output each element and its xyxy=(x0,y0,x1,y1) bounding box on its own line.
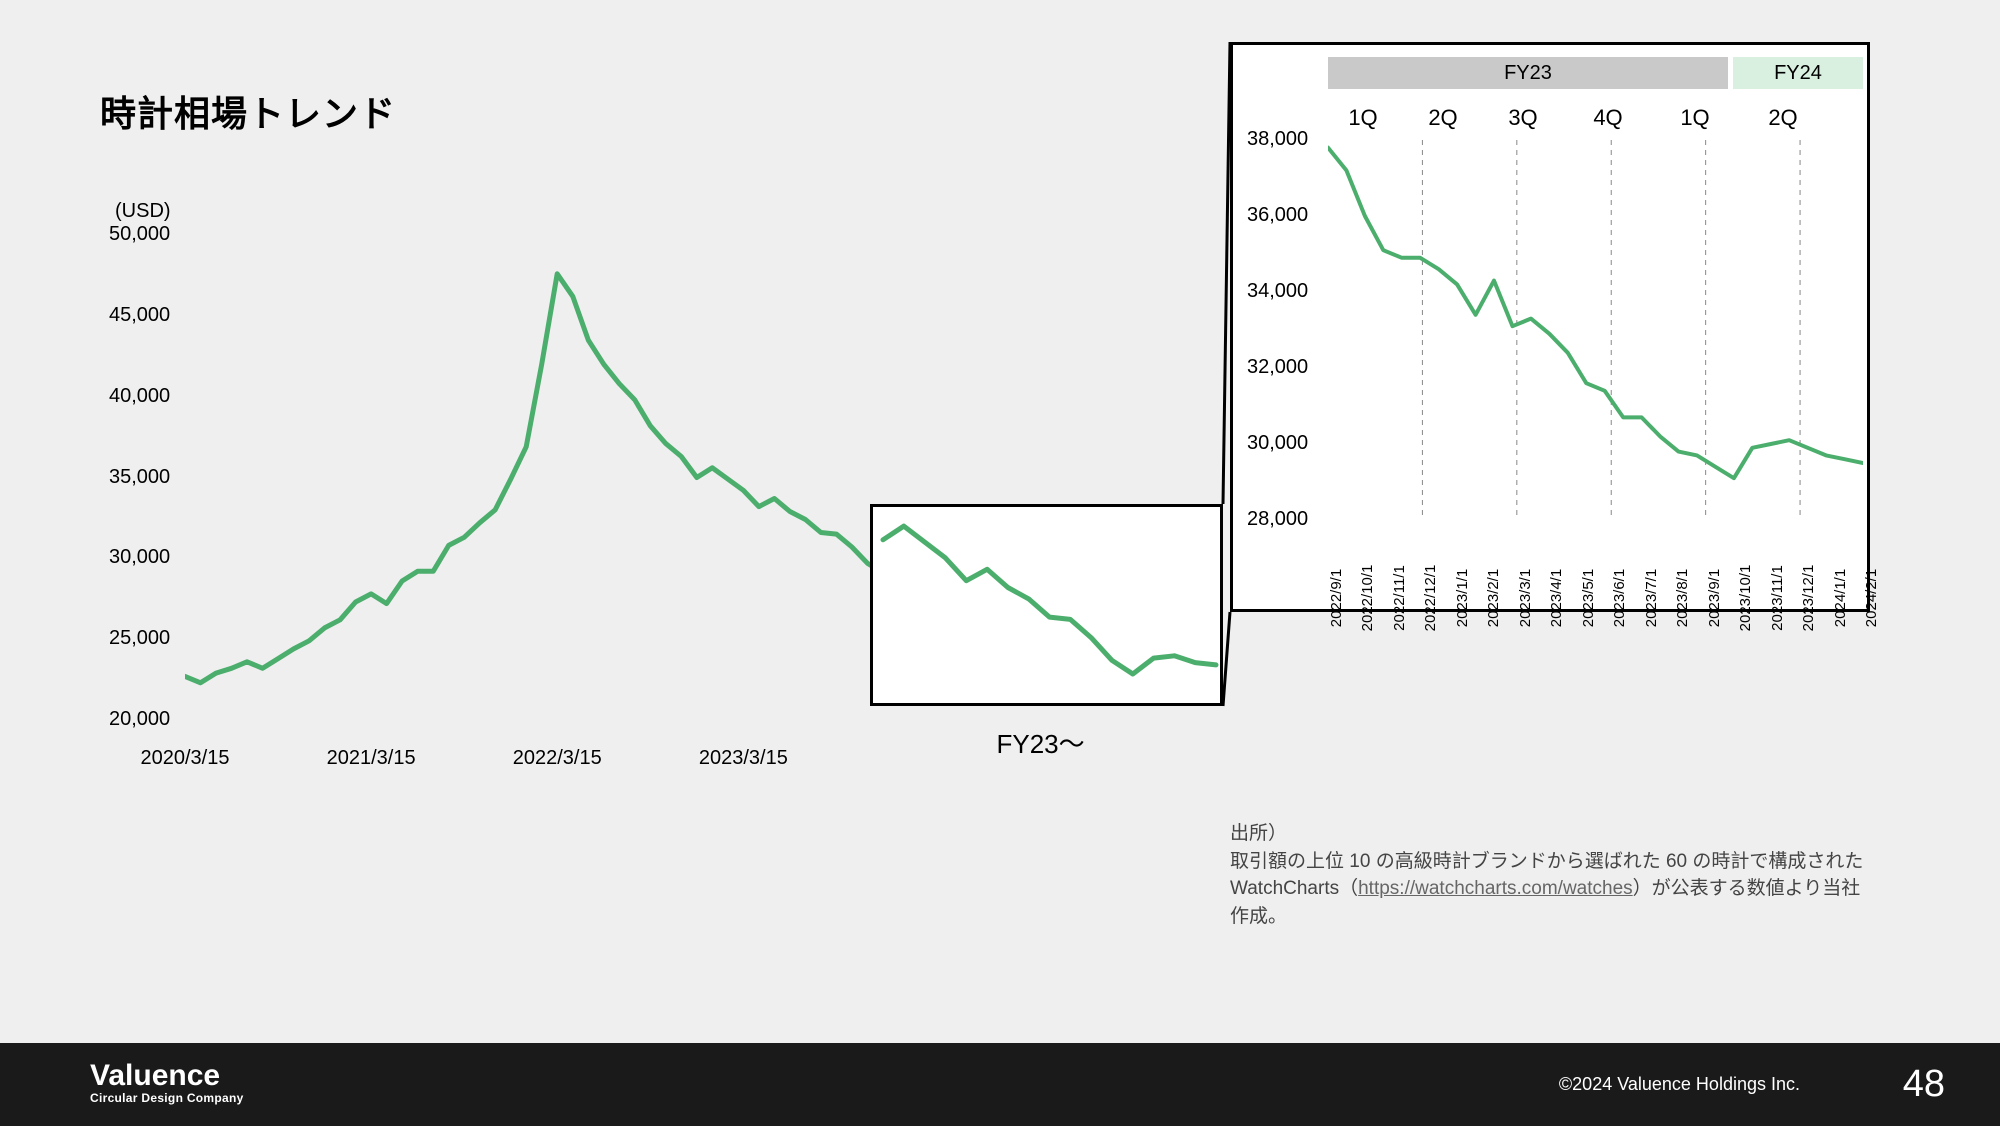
detail-xtick: 2023/7/1 xyxy=(1643,569,1660,627)
detail-quarter-label: 1Q xyxy=(1348,105,1377,131)
detail-xtick: 2024/1/1 xyxy=(1832,569,1849,627)
detail-xtick: 2023/3/1 xyxy=(1517,569,1534,627)
detail-quarter-label: 2Q xyxy=(1428,105,1457,131)
main-chart-ytick: 40,000 xyxy=(109,385,170,408)
page-title: 時計相場トレンド xyxy=(100,85,396,137)
detail-xtick: 2023/5/1 xyxy=(1580,569,1597,627)
detail-ytick: 28,000 xyxy=(1247,508,1308,531)
source-link[interactable]: https://watchcharts.com/watches xyxy=(1358,878,1633,899)
inset-label: FY23～ xyxy=(997,724,1085,761)
detail-ytick: 38,000 xyxy=(1247,128,1308,151)
main-chart-y-axis-label: (USD) xyxy=(115,200,171,223)
footer-tagline: Circular Design Company xyxy=(90,1091,244,1105)
detail-xtick: 2022/12/1 xyxy=(1422,565,1439,632)
detail-xtick: 2022/10/1 xyxy=(1359,565,1376,632)
inset-plot xyxy=(873,507,1226,709)
main-chart: (USD) 50,000 45,000 40,000 35,000 30,000 25,0… xyxy=(105,180,945,740)
detail-fy-bar: FY24 xyxy=(1733,57,1863,89)
footer-copyright: ©2024 Valuence Holdings Inc. xyxy=(1559,1074,1800,1095)
main-chart-ytick: 45,000 xyxy=(109,304,170,327)
detail-xtick: 2023/11/1 xyxy=(1769,565,1786,631)
detail-quarter-label: 2Q xyxy=(1768,105,1797,131)
main-chart-xtick: 2021/3/15 xyxy=(327,747,416,770)
main-chart-ytick: 35,000 xyxy=(109,466,170,489)
main-chart-inset-box xyxy=(870,504,1223,706)
main-chart-xtick: 2020/3/15 xyxy=(141,747,230,770)
detail-ytick: 30,000 xyxy=(1247,432,1308,455)
footer-brand: Valuence xyxy=(90,1061,244,1091)
footer-bar: Valuence Circular Design Company ©2024 V… xyxy=(0,1043,2000,1126)
detail-xtick: 2023/8/1 xyxy=(1674,569,1691,627)
detail-chart-panel: FY23FY24 1Q 2Q 3Q 4Q 1Q 2Q 38,000 36,000 34,000… xyxy=(1230,42,1870,612)
detail-xtick: 2023/4/1 xyxy=(1548,569,1565,627)
source-note: 出所） 取引額の上位 10 の高級時計ブランドから選ばれた 60 の時計で構成さ… xyxy=(1230,820,1870,930)
detail-quarter-label: 4Q xyxy=(1593,105,1622,131)
footer-logo: Valuence Circular Design Company xyxy=(90,1061,244,1105)
detail-xtick: 2023/9/1 xyxy=(1706,569,1723,627)
detail-xtick: 2023/12/1 xyxy=(1800,565,1817,632)
slide: 時計相場トレンド (USD) 50,000 45,000 40,000 35,000 3… xyxy=(0,0,2000,1126)
main-chart-xtick: 2023/3/15 xyxy=(699,747,788,770)
main-chart-plot xyxy=(185,235,945,720)
detail-fy-bar: FY23 xyxy=(1328,57,1728,89)
detail-xtick: 2023/2/1 xyxy=(1485,569,1502,627)
detail-xtick: 2022/11/1 xyxy=(1391,565,1408,631)
footer-page-number: 48 xyxy=(1903,1063,1945,1106)
detail-xtick: 2022/9/1 xyxy=(1328,569,1345,627)
detail-xtick: 2023/6/1 xyxy=(1611,569,1628,627)
main-chart-ytick: 25,000 xyxy=(109,627,170,650)
detail-chart-plot xyxy=(1328,140,1863,520)
detail-ytick: 36,000 xyxy=(1247,204,1308,227)
detail-xtick: 2023/1/1 xyxy=(1454,569,1471,627)
detail-ytick: 32,000 xyxy=(1247,356,1308,379)
source-lead: 出所） xyxy=(1230,823,1287,844)
main-chart-ytick: 20,000 xyxy=(109,708,170,731)
main-chart-ytick: 50,000 xyxy=(109,223,170,246)
detail-quarter-label: 3Q xyxy=(1508,105,1537,131)
main-chart-xtick: 2022/3/15 xyxy=(513,747,602,770)
detail-xtick: 2023/10/1 xyxy=(1737,565,1754,632)
detail-xtick: 2024/2/1 xyxy=(1863,569,1880,627)
detail-quarter-label: 1Q xyxy=(1680,105,1709,131)
detail-ytick: 34,000 xyxy=(1247,280,1308,303)
main-chart-ytick: 30,000 xyxy=(109,546,170,569)
